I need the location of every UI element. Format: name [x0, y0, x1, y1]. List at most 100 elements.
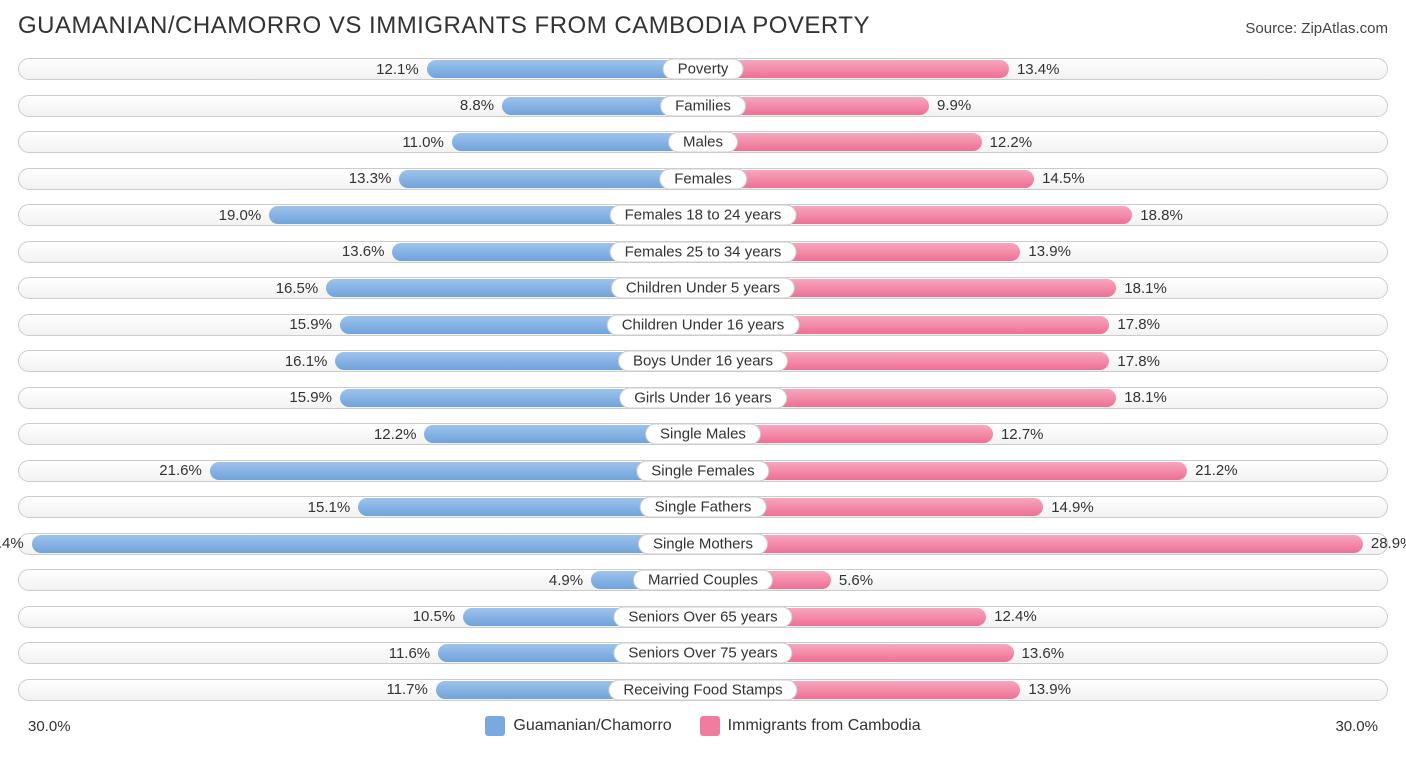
legend-label: Guamanian/Chamorro — [513, 717, 671, 735]
row-left-half: 16.1% — [18, 346, 703, 376]
axis-max-left: 30.0% — [28, 718, 71, 735]
chart-row: 16.5%18.1%Children Under 5 years — [18, 273, 1388, 303]
row-left-half: 29.4% — [18, 529, 703, 559]
value-right: 21.2% — [1195, 456, 1238, 486]
category-label: Seniors Over 75 years — [613, 643, 792, 664]
value-left: 4.9% — [549, 565, 583, 595]
bar-right — [703, 170, 1034, 188]
row-right-half: 17.8% — [703, 310, 1388, 340]
legend-item-right: Immigrants from Cambodia — [700, 716, 921, 736]
category-label: Girls Under 16 years — [619, 387, 787, 408]
row-left-half: 11.0% — [18, 127, 703, 157]
row-right-half: 12.7% — [703, 419, 1388, 449]
row-left-half: 8.8% — [18, 91, 703, 121]
value-right: 13.9% — [1028, 237, 1071, 267]
row-left-half: 11.7% — [18, 675, 703, 705]
row-left-half: 15.9% — [18, 310, 703, 340]
value-right: 14.9% — [1051, 492, 1094, 522]
row-right-half: 17.8% — [703, 346, 1388, 376]
row-left-half: 21.6% — [18, 456, 703, 486]
chart-row: 13.3% 14.5% Females — [18, 164, 1388, 194]
value-right: 12.2% — [990, 127, 1033, 157]
value-left: 10.5% — [413, 602, 456, 632]
row-left-half: 15.1% — [18, 492, 703, 522]
row-left-half: 19.0% — [18, 200, 703, 230]
category-label: Married Couples — [633, 570, 773, 591]
row-right-half: 13.4% — [703, 54, 1388, 84]
value-left: 15.9% — [289, 310, 332, 340]
category-label: Single Males — [645, 424, 761, 445]
value-right: 17.8% — [1117, 310, 1160, 340]
row-right-half: 18.8% — [703, 200, 1388, 230]
row-right-half: 12.2% — [703, 127, 1388, 157]
bar-left — [32, 535, 703, 553]
legend-label: Immigrants from Cambodia — [728, 717, 921, 735]
row-right-half: 12.4% — [703, 602, 1388, 632]
chart-row: 15.9%17.8%Children Under 16 years — [18, 310, 1388, 340]
source-prefix: Source: — [1245, 20, 1301, 37]
bar-left — [399, 170, 703, 188]
axis-max-right: 30.0% — [1335, 718, 1378, 735]
value-left: 16.1% — [285, 346, 328, 376]
bar-right — [703, 462, 1187, 480]
row-left-half: 13.3% — [18, 164, 703, 194]
value-right: 28.9% — [1371, 529, 1406, 559]
value-right: 18.8% — [1140, 200, 1183, 230]
chart-row: 8.8%9.9%Families — [18, 91, 1388, 121]
chart-row: 15.1% 14.9% Single Fathers — [18, 492, 1388, 522]
chart-header: GUAMANIAN/CHAMORRO VS IMMIGRANTS FROM CA… — [0, 0, 1406, 50]
category-label: Children Under 5 years — [611, 278, 795, 299]
value-left: 11.0% — [402, 127, 443, 157]
row-left-half: 10.5% — [18, 602, 703, 632]
value-left: 29.4% — [0, 529, 24, 559]
chart-row: 15.9%18.1%Girls Under 16 years — [18, 383, 1388, 413]
value-left: 12.1% — [376, 54, 419, 84]
row-right-half: 21.2% — [703, 456, 1388, 486]
value-right: 18.1% — [1124, 273, 1167, 303]
value-left: 8.8% — [460, 91, 494, 121]
bar-right — [703, 535, 1363, 553]
row-right-half: 5.6% — [703, 565, 1388, 595]
chart-row: 29.4%28.9%Single Mothers — [18, 529, 1388, 559]
value-right: 17.8% — [1117, 346, 1160, 376]
value-left: 19.0% — [219, 200, 262, 230]
chart-row: 11.6% 13.6%Seniors Over 75 years — [18, 638, 1388, 668]
value-left: 21.6% — [159, 456, 202, 486]
bar-left — [452, 133, 703, 151]
chart-row: 19.0% 18.8% Females 18 to 24 years — [18, 200, 1388, 230]
category-label: Seniors Over 65 years — [613, 606, 792, 627]
category-label: Single Females — [636, 460, 769, 481]
category-label: Females 25 to 34 years — [610, 241, 797, 262]
chart-row: 4.9% 5.6% Married Couples — [18, 565, 1388, 595]
value-right: 14.5% — [1042, 164, 1085, 194]
value-right: 12.7% — [1001, 419, 1044, 449]
row-right-half: 14.9% — [703, 492, 1388, 522]
row-left-half: 15.9% — [18, 383, 703, 413]
value-left: 13.6% — [342, 237, 385, 267]
chart-row: 16.1%17.8%Boys Under 16 years — [18, 346, 1388, 376]
category-label: Females — [659, 168, 747, 189]
row-left-half: 4.9% — [18, 565, 703, 595]
bar-left — [427, 60, 703, 78]
value-left: 11.7% — [386, 675, 427, 705]
category-label: Females 18 to 24 years — [610, 205, 797, 226]
row-left-half: 12.1% — [18, 54, 703, 84]
category-label: Poverty — [663, 59, 744, 80]
value-right: 5.6% — [839, 565, 873, 595]
source-name: ZipAtlas.com — [1301, 20, 1388, 37]
chart-area: 12.1%13.4%Poverty8.8%9.9%Families11.0%12… — [0, 50, 1406, 705]
category-label: Single Mothers — [638, 533, 768, 554]
value-left: 11.6% — [389, 638, 430, 668]
chart-row: 11.0%12.2%Males — [18, 127, 1388, 157]
value-right: 12.4% — [994, 602, 1037, 632]
row-right-half: 13.6% — [703, 638, 1388, 668]
row-right-half: 14.5% — [703, 164, 1388, 194]
category-label: Single Fathers — [640, 497, 767, 518]
value-left: 15.1% — [308, 492, 351, 522]
row-left-half: 13.6% — [18, 237, 703, 267]
row-right-half: 9.9% — [703, 91, 1388, 121]
value-right: 13.4% — [1017, 54, 1060, 84]
legend-swatch — [485, 716, 505, 736]
chart-row: 10.5% 12.4% Seniors Over 65 years — [18, 602, 1388, 632]
value-right: 9.9% — [937, 91, 971, 121]
